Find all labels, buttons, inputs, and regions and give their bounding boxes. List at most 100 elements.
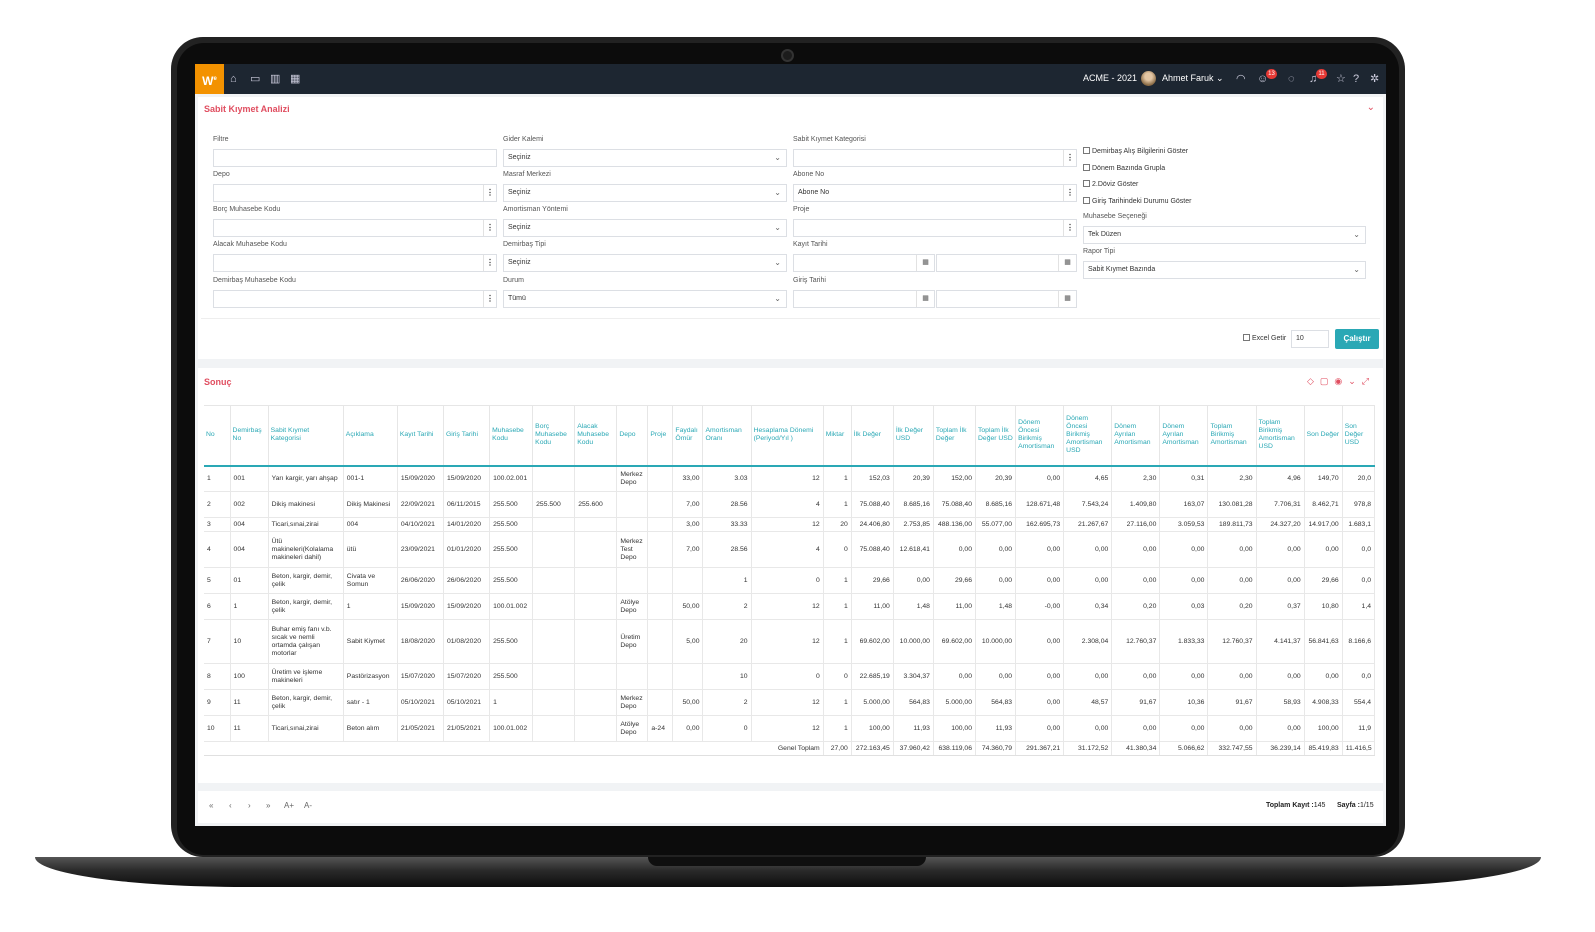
checkbox-donem-bazinda[interactable]: Dönem Bazında Grupla xyxy=(1083,164,1165,174)
calendar-icon[interactable]: ▦ xyxy=(1058,291,1076,307)
rapor-tipi-select[interactable]: Sabit Kıymet Bazında ⌄ xyxy=(1083,261,1366,279)
help-icon[interactable]: ? xyxy=(1353,73,1360,85)
column-header[interactable]: Son Değer xyxy=(1304,405,1343,467)
folder-icon[interactable]: ▭ xyxy=(250,73,261,85)
column-header[interactable]: Dönem Ayrılan Amortisman xyxy=(1159,405,1209,467)
amortisman-yontemi-select[interactable]: Seçiniz ⌄ xyxy=(503,219,787,237)
column-header[interactable]: Son Değer USD xyxy=(1342,405,1376,467)
user-menu[interactable]: Ahmet Faruk ⌄ xyxy=(1162,73,1224,83)
more-icon[interactable]: ⋮ xyxy=(483,220,496,236)
settings-icon[interactable]: ✲ xyxy=(1370,73,1380,85)
next-page-button[interactable]: › xyxy=(248,801,251,810)
giris-tarihi-end[interactable]: ▦ xyxy=(936,290,1077,308)
column-header[interactable]: Depo xyxy=(616,405,649,467)
kayit-tarihi-end[interactable]: ▦ xyxy=(936,254,1077,272)
giris-tarihi-start[interactable]: ▦ xyxy=(793,290,935,308)
column-header[interactable]: No xyxy=(204,405,231,467)
excel-count-input[interactable]: 10 xyxy=(1291,330,1329,348)
column-header[interactable]: Alacak Muhasebe Kodu xyxy=(574,405,618,467)
table-row[interactable]: 8 100 Üretim ve işleme makineleri Pastöriza… xyxy=(204,663,1376,690)
collapse-icon[interactable]: ⌄ xyxy=(1348,376,1362,386)
more-icon[interactable]: ⋮ xyxy=(483,255,496,271)
table-row[interactable]: 7 10 Buhar emiş fanı v.b. sıcak ve nemli o… xyxy=(204,619,1376,664)
gider-kalemi-select[interactable]: Seçiniz ⌄ xyxy=(503,149,787,167)
column-header[interactable]: Toplam İlk Değer xyxy=(933,405,977,467)
column-header[interactable]: Miktar xyxy=(823,405,852,467)
view-icon[interactable]: ◉ xyxy=(1334,376,1349,386)
table-row[interactable]: 6 1 Beton, kargir, demir, çelik 1 15/09/2020… xyxy=(204,593,1376,620)
messages-icon[interactable]: ☺ xyxy=(1257,73,1269,85)
column-header[interactable]: Amortisman Oranı xyxy=(702,405,752,467)
back-icon[interactable]: ◇ xyxy=(1306,376,1320,386)
company-name[interactable]: ACME - 2021 xyxy=(1083,73,1138,83)
font-decrease-button[interactable]: A- xyxy=(304,801,312,810)
calendar-icon[interactable]: ▦ xyxy=(916,255,934,271)
star-icon[interactable]: ☆ xyxy=(1336,73,1346,85)
headset-icon[interactable]: ◠ xyxy=(1236,73,1246,85)
prev-page-button[interactable]: ‹ xyxy=(229,801,232,810)
column-header[interactable]: Hesaplama Dönemi (Periyod/Yıl ) xyxy=(751,405,824,467)
column-header[interactable]: Sabit Kıymet Kategorisi xyxy=(268,405,344,467)
kayit-tarihi-start[interactable]: ▦ xyxy=(793,254,935,272)
run-button[interactable]: Çalıştır xyxy=(1335,329,1379,349)
table-row[interactable]: 4 004 Ütü makineleri(Kolalama makineleri d… xyxy=(204,531,1376,568)
more-icon[interactable]: ⋮ xyxy=(483,291,496,307)
home-icon[interactable]: ⌂ xyxy=(230,73,237,85)
proje-input[interactable]: ⋮ xyxy=(793,219,1077,237)
sabit-kiymet-kategorisi-input[interactable]: ⋮ xyxy=(793,149,1077,167)
collapse-icon[interactable]: ⌄ xyxy=(1366,102,1375,113)
column-header[interactable]: İlk Değer xyxy=(851,405,894,467)
column-header[interactable]: Dönem Ayrılan Amortisman xyxy=(1111,405,1161,467)
chart-icon[interactable]: ▥ xyxy=(270,73,281,85)
export-icon[interactable]: ▢ xyxy=(1319,376,1335,386)
chat-icon[interactable]: ◌ xyxy=(1288,73,1295,85)
checkbox-alis-bilgileri[interactable]: Demirbaş Alış Bilgilerini Göster xyxy=(1083,147,1188,157)
more-icon[interactable]: ⋮ xyxy=(1063,150,1076,166)
column-header[interactable]: Muhasebe Kodu xyxy=(489,405,534,467)
abone-no-input[interactable]: Abone No ⋮ xyxy=(793,184,1077,202)
table-row[interactable]: 3 004 Ticari,sınai,zirai 004 04/10/2021 14/01… xyxy=(204,517,1376,532)
table-row[interactable]: 5 01 Beton, kargir, demir, çelik Civata ve … xyxy=(204,567,1376,594)
checkbox-giris-tarihi-durumu[interactable]: Giriş Tarihindeki Durumu Göster xyxy=(1083,197,1191,207)
calendar-icon[interactable]: ▦ xyxy=(916,291,934,307)
demirbas-muhasebe-input[interactable]: ⋮ xyxy=(213,290,497,308)
last-page-button[interactable]: » xyxy=(266,801,271,810)
calendar-icon[interactable]: ▦ xyxy=(1058,255,1076,271)
column-header[interactable]: Dönem Öncesi Birikmiş Amortisman USD xyxy=(1063,405,1113,467)
table-row[interactable]: 1 001 Yarı kargir, yarı ahşap 001-1 15/09/20… xyxy=(204,465,1376,492)
excel-checkbox[interactable]: Excel Getir xyxy=(1243,334,1286,344)
app-logo[interactable]: We xyxy=(195,64,224,94)
bell-icon[interactable]: ♫ xyxy=(1309,73,1318,85)
column-header[interactable]: Giriş Tarihi xyxy=(443,405,491,467)
column-header[interactable]: Toplam Birikmiş Amortisman USD xyxy=(1256,405,1305,467)
table-row[interactable]: 10 11 Ticari,sınai,zirai Beton alım 21/05/20… xyxy=(204,715,1376,742)
column-header[interactable]: Kayıt Tarihi xyxy=(397,405,444,467)
column-header[interactable]: Toplam İlk Değer USD xyxy=(975,405,1017,467)
borc-muhasebe-input[interactable]: ⋮ xyxy=(213,219,497,237)
checkbox-doviz[interactable]: 2.Döviz Göster xyxy=(1083,180,1138,190)
first-page-button[interactable]: « xyxy=(209,801,214,810)
depo-input[interactable]: ⋮ xyxy=(213,184,497,202)
alacak-muhasebe-input[interactable]: ⋮ xyxy=(213,254,497,272)
more-icon[interactable]: ⋮ xyxy=(1063,220,1076,236)
more-icon[interactable]: ⋮ xyxy=(483,185,496,201)
column-header[interactable]: Demirbaş No xyxy=(230,405,269,467)
font-increase-button[interactable]: A+ xyxy=(284,801,295,810)
more-icon[interactable]: ⋮ xyxy=(1063,185,1076,201)
column-header[interactable]: Borç Muhasebe Kodu xyxy=(532,405,576,467)
column-header[interactable]: Toplam Birikmiş Amortisman xyxy=(1207,405,1257,467)
demirbas-tipi-select[interactable]: Seçiniz ⌄ xyxy=(503,254,787,272)
expand-icon[interactable]: ⤢ xyxy=(1361,376,1375,386)
table-row[interactable]: 2 002 Dikiş makinesi Dikiş Makinesi 22/09/20… xyxy=(204,491,1376,518)
avatar[interactable] xyxy=(1141,71,1156,86)
column-header[interactable]: İlk Değer USD xyxy=(893,405,934,467)
column-header[interactable]: Dönem Öncesi Birikmiş Amortisman xyxy=(1015,405,1065,467)
column-header[interactable]: Proje xyxy=(647,405,674,467)
calendar-icon[interactable]: ▦ xyxy=(290,73,301,85)
durum-select[interactable]: Tümü ⌄ xyxy=(503,290,787,308)
column-header[interactable]: Açıklama xyxy=(343,405,398,467)
filtre-input[interactable] xyxy=(213,149,497,167)
column-header[interactable]: Faydalı Ömür xyxy=(672,405,704,467)
muhasebe-secenegi-select[interactable]: Tek Düzen ⌄ xyxy=(1083,226,1366,244)
